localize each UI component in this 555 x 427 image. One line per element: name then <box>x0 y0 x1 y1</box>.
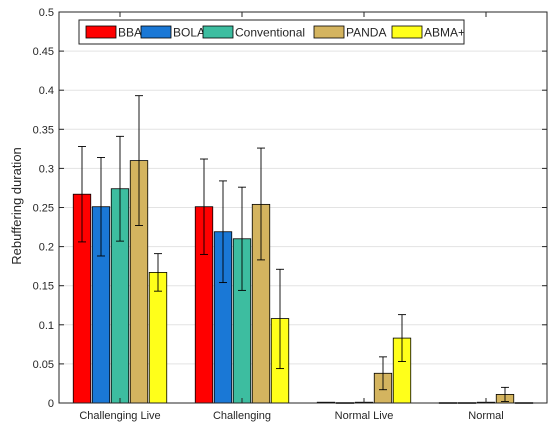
y-tick-label: 0.35 <box>33 124 54 136</box>
y-tick-label: 0.05 <box>33 359 54 371</box>
y-tick-label: 0.45 <box>33 46 54 58</box>
y-tick-label: 0.5 <box>39 7 54 19</box>
y-tick-label: 0 <box>48 398 54 410</box>
x-tick-label: Normal <box>468 410 503 422</box>
x-tick-label: Challenging <box>213 410 271 422</box>
axes-group <box>58 11 548 404</box>
x-tick-labels: Challenging Live Challenging Normal Live No… <box>79 410 503 422</box>
legend-swatch <box>202 25 234 39</box>
y-tick-label: 0.4 <box>39 85 54 97</box>
legend-swatch <box>140 25 172 39</box>
legend-label: BOLA <box>173 26 205 40</box>
legend-swatch <box>391 25 423 39</box>
legend-swatch <box>85 25 117 39</box>
x-tick-label: Normal Live <box>335 410 394 422</box>
x-tick-label: Challenging Live <box>79 410 160 422</box>
axes-frame <box>58 11 548 404</box>
bar-abma-0 <box>148 272 168 404</box>
y-tick-label: 0.1 <box>39 320 54 332</box>
y-tick-label: 0.2 <box>39 242 54 254</box>
y-tick-label: 0.3 <box>39 163 54 175</box>
legend-label: ABMA+ <box>424 26 465 40</box>
legend-swatch <box>313 25 345 39</box>
y-axis-title: Rebuffering duration <box>9 147 24 265</box>
y-tick-label: 0.25 <box>33 203 54 215</box>
y-tick-labels: 0 0.05 0.1 0.15 0.2 0.25 0.3 0.35 0.4 0.45 0.5 <box>33 7 54 410</box>
legend-label: BBA <box>118 26 142 40</box>
legend: BBA BOLA Conventional PANDA ABMA+ <box>78 19 465 45</box>
legend-label: PANDA <box>346 26 386 40</box>
legend-label: Conventional <box>235 26 305 40</box>
error-bars-group <box>78 95 509 402</box>
y-tick-label: 0.15 <box>33 281 54 293</box>
